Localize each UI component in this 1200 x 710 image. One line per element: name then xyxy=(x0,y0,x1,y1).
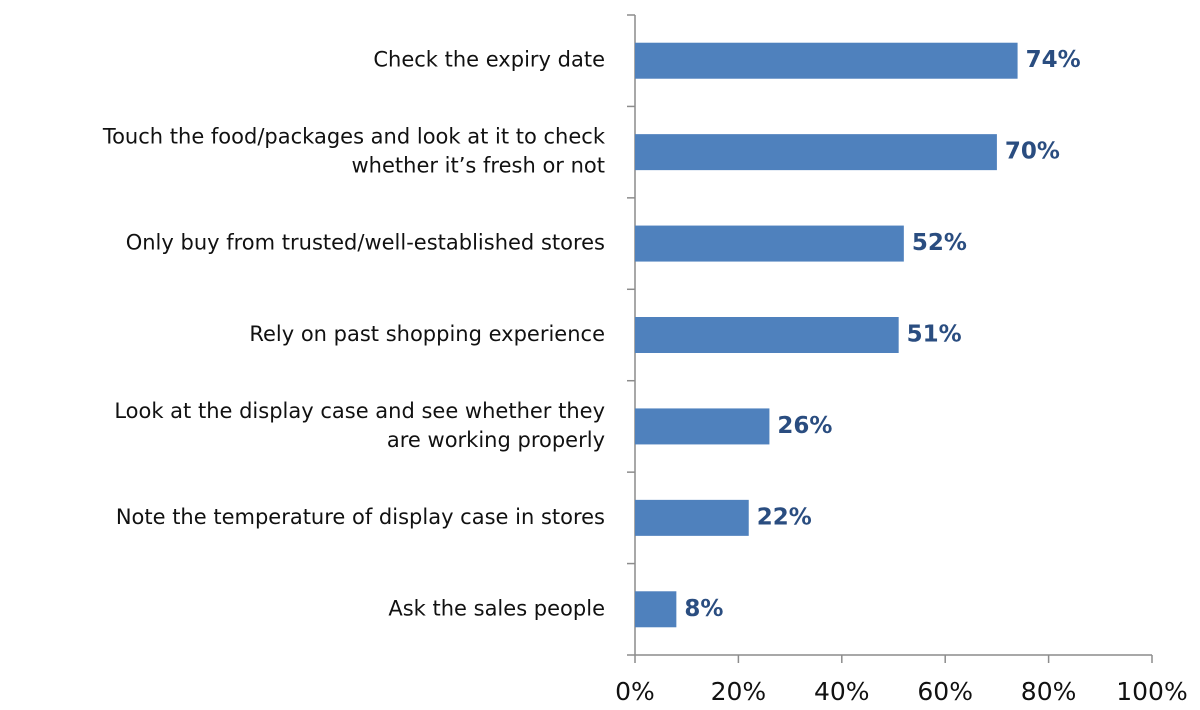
value-label: 8% xyxy=(684,596,723,622)
x-tick-label: 100% xyxy=(1116,677,1187,706)
category-label: Rely on past shopping experience xyxy=(249,322,605,346)
x-tick-label: 80% xyxy=(1021,677,1077,706)
bar xyxy=(635,317,899,353)
category-label: Ask the sales people xyxy=(388,596,605,620)
bar xyxy=(635,225,904,262)
value-label: 26% xyxy=(777,413,832,439)
x-tick-label: 60% xyxy=(917,677,973,706)
x-tick-label: 0% xyxy=(615,677,655,706)
bar xyxy=(635,408,770,445)
value-label: 51% xyxy=(907,322,962,348)
value-label: 22% xyxy=(757,504,812,530)
category-label: Check the expiry date xyxy=(373,48,605,72)
bar xyxy=(635,42,1018,79)
bar xyxy=(635,591,677,628)
bar xyxy=(635,499,749,536)
value-label: 74% xyxy=(1026,47,1081,73)
category-label: Touch the food/packages and look at it t… xyxy=(102,125,606,178)
category-label: Only buy from trusted/well-established s… xyxy=(126,231,605,255)
value-label: 52% xyxy=(912,230,967,256)
bar xyxy=(635,134,997,171)
x-tick-label: 20% xyxy=(711,677,767,706)
category-label: Note the temperature of display case in … xyxy=(116,505,605,529)
category-label: Look at the display case and see whether… xyxy=(114,399,605,452)
x-tick-label: 40% xyxy=(814,677,870,706)
value-label: 70% xyxy=(1005,139,1060,165)
